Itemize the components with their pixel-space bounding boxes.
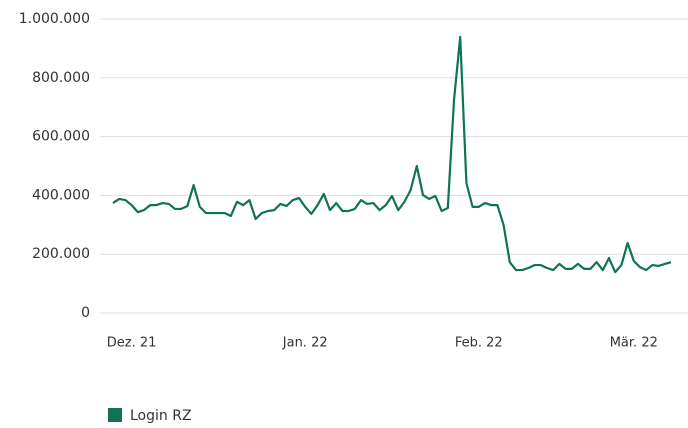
y-tick-label: 1.000.000 [19,11,90,27]
y-tick-label: 800.000 [32,70,90,86]
y-tick-label: 0 [81,305,90,321]
x-tick-label: Mär. 22 [610,336,658,351]
line [112,35,672,274]
legend-label: Login RZ [130,408,192,424]
y-tick-label: 400.000 [32,187,90,203]
y-tick-label: 600.000 [32,129,90,145]
legend-swatch [108,408,122,422]
x-tick-label: Dez. 21 [107,336,157,351]
x-tick-label: Feb. 22 [455,336,503,351]
x-tick-label: Jan. 22 [282,336,328,351]
y-tick-label: 200.000 [32,246,90,262]
